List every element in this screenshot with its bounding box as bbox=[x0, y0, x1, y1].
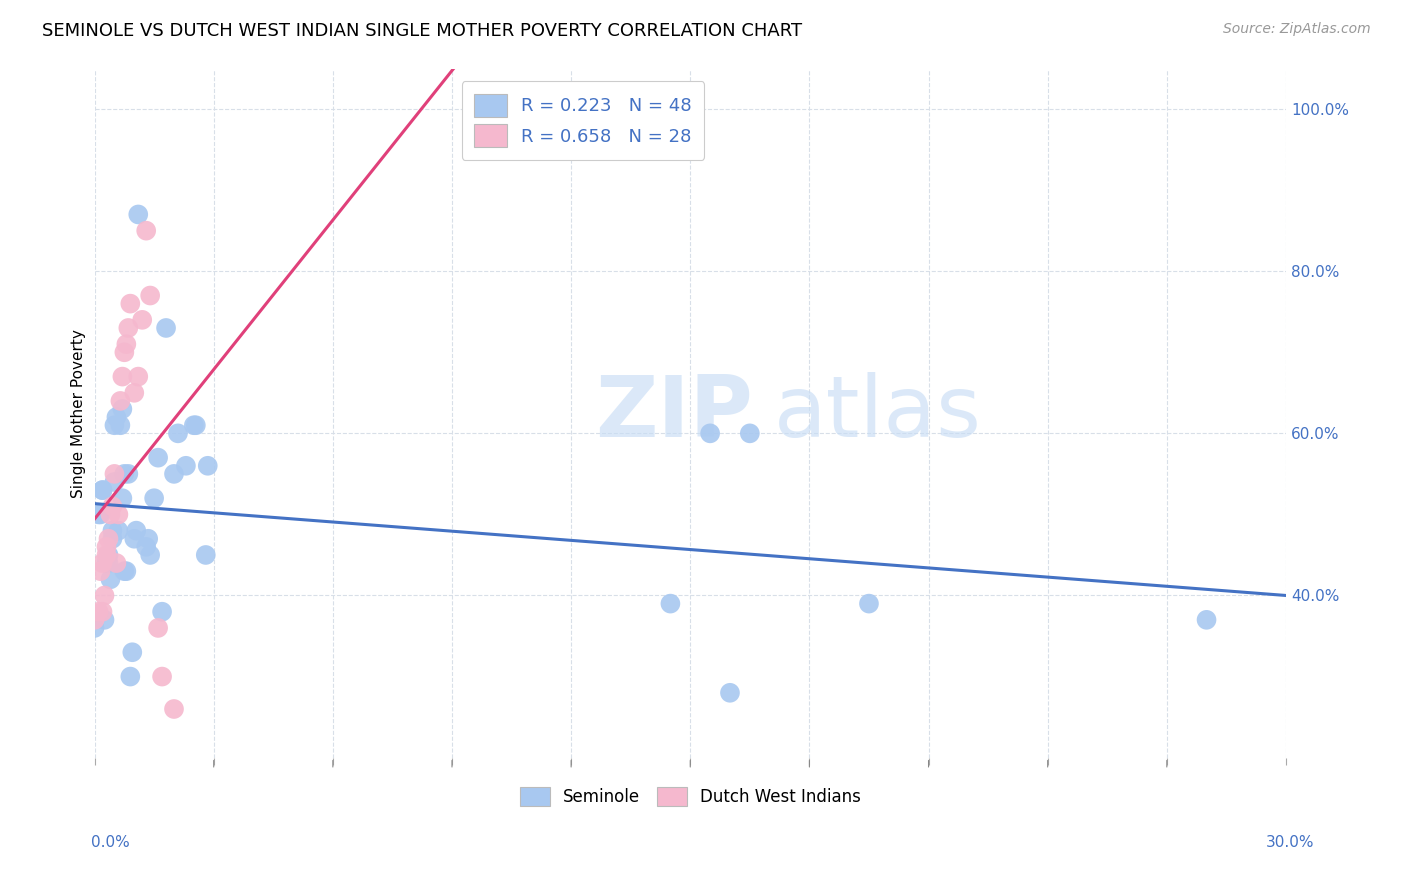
Point bbox=[120, 296, 142, 310]
Y-axis label: Single Mother Poverty: Single Mother Poverty bbox=[72, 328, 86, 498]
Point bbox=[90, 508, 112, 522]
Point bbox=[146, 450, 169, 465]
Point bbox=[96, 548, 118, 562]
Point bbox=[167, 426, 190, 441]
Point bbox=[125, 524, 148, 538]
Point bbox=[124, 532, 146, 546]
Point bbox=[101, 532, 124, 546]
Point bbox=[139, 288, 162, 302]
Point bbox=[174, 458, 197, 473]
Point bbox=[103, 467, 125, 481]
Point bbox=[163, 702, 186, 716]
Text: ZIP: ZIP bbox=[595, 372, 752, 455]
Point bbox=[117, 321, 139, 335]
Point bbox=[135, 224, 157, 238]
Point bbox=[135, 540, 157, 554]
Point bbox=[136, 532, 159, 546]
Point bbox=[111, 369, 134, 384]
Point bbox=[110, 418, 132, 433]
Point bbox=[120, 669, 142, 683]
Point bbox=[121, 645, 143, 659]
Point bbox=[93, 613, 115, 627]
Point bbox=[150, 669, 173, 683]
Point bbox=[91, 556, 114, 570]
Point bbox=[87, 508, 110, 522]
Point bbox=[101, 500, 124, 514]
Point bbox=[100, 572, 122, 586]
Point bbox=[101, 524, 124, 538]
Point bbox=[127, 369, 149, 384]
Point bbox=[96, 540, 118, 554]
Point bbox=[127, 207, 149, 221]
Point bbox=[100, 508, 122, 522]
Point bbox=[184, 418, 207, 433]
Point bbox=[93, 589, 115, 603]
Point bbox=[97, 548, 120, 562]
Legend: Seminole, Dutch West Indians: Seminole, Dutch West Indians bbox=[512, 779, 869, 814]
Point bbox=[858, 597, 880, 611]
Point bbox=[107, 508, 129, 522]
Point bbox=[117, 467, 139, 481]
Point bbox=[97, 556, 120, 570]
Point bbox=[96, 556, 118, 570]
Point bbox=[718, 686, 741, 700]
Point bbox=[111, 402, 134, 417]
Point bbox=[659, 597, 682, 611]
Point bbox=[131, 313, 153, 327]
Point bbox=[112, 467, 135, 481]
Point bbox=[124, 385, 146, 400]
Point bbox=[97, 532, 120, 546]
Text: atlas: atlas bbox=[773, 372, 981, 455]
Point bbox=[91, 605, 114, 619]
Point bbox=[103, 475, 125, 489]
Point bbox=[738, 426, 761, 441]
Point bbox=[87, 605, 110, 619]
Point bbox=[90, 564, 112, 578]
Point bbox=[115, 564, 138, 578]
Point bbox=[197, 458, 219, 473]
Point bbox=[105, 556, 128, 570]
Point bbox=[91, 483, 114, 497]
Point bbox=[146, 621, 169, 635]
Point bbox=[150, 605, 173, 619]
Point bbox=[91, 483, 114, 497]
Point bbox=[105, 410, 128, 425]
Point bbox=[183, 418, 205, 433]
Point bbox=[194, 548, 217, 562]
Text: Source: ZipAtlas.com: Source: ZipAtlas.com bbox=[1223, 22, 1371, 37]
Point bbox=[139, 548, 162, 562]
Point bbox=[103, 418, 125, 433]
Point bbox=[1195, 613, 1218, 627]
Point bbox=[155, 321, 177, 335]
Text: 30.0%: 30.0% bbox=[1267, 836, 1315, 850]
Text: 0.0%: 0.0% bbox=[91, 836, 131, 850]
Point bbox=[110, 393, 132, 408]
Point bbox=[83, 613, 105, 627]
Point bbox=[143, 491, 166, 506]
Point bbox=[112, 564, 135, 578]
Point bbox=[163, 467, 186, 481]
Point bbox=[111, 491, 134, 506]
Point bbox=[83, 621, 105, 635]
Text: SEMINOLE VS DUTCH WEST INDIAN SINGLE MOTHER POVERTY CORRELATION CHART: SEMINOLE VS DUTCH WEST INDIAN SINGLE MOT… bbox=[42, 22, 803, 40]
Point bbox=[115, 337, 138, 351]
Point bbox=[112, 345, 135, 359]
Point bbox=[107, 524, 129, 538]
Point bbox=[699, 426, 721, 441]
